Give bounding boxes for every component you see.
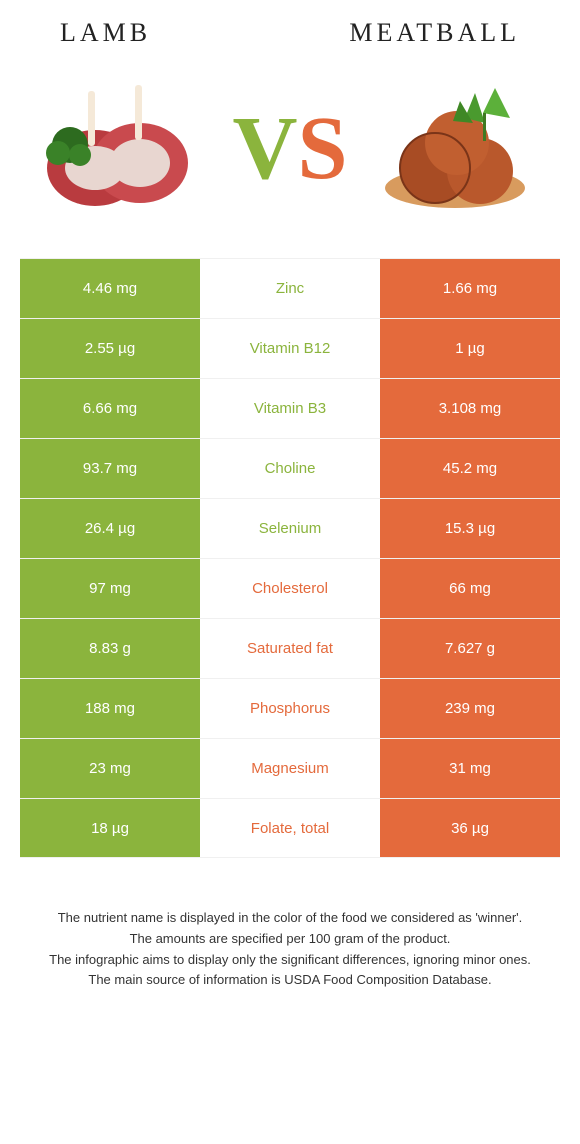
left-value: 97 mg (20, 559, 200, 618)
footer-notes: The nutrient name is displayed in the co… (0, 858, 580, 1021)
nutrient-label: Vitamin B3 (200, 379, 380, 438)
nutrient-label: Cholesterol (200, 559, 380, 618)
left-value: 4.46 mg (20, 259, 200, 318)
footer-line: The main source of information is USDA F… (30, 970, 550, 991)
right-value: 7.627 g (380, 619, 560, 678)
nutrient-label: Magnesium (200, 739, 380, 798)
footer-line: The nutrient name is displayed in the co… (30, 908, 550, 929)
right-value: 15.3 µg (380, 499, 560, 558)
table-row: 23 mgMagnesium31 mg (20, 738, 560, 798)
left-value: 8.83 g (20, 619, 200, 678)
left-value: 93.7 mg (20, 439, 200, 498)
meatball-image (365, 68, 540, 228)
table-row: 97 mgCholesterol66 mg (20, 558, 560, 618)
table-row: 26.4 µgSelenium15.3 µg (20, 498, 560, 558)
nutrient-label: Phosphorus (200, 679, 380, 738)
title-row: Lamb Meatball (0, 0, 580, 58)
nutrient-table: 4.46 mgZinc1.66 mg2.55 µgVitamin B121 µg… (20, 258, 560, 858)
footer-line: The amounts are specified per 100 gram o… (30, 929, 550, 950)
nutrient-label: Vitamin B12 (200, 319, 380, 378)
hero-row: VS (0, 58, 580, 258)
left-value: 2.55 µg (20, 319, 200, 378)
left-value: 188 mg (20, 679, 200, 738)
right-value: 36 µg (380, 799, 560, 857)
table-row: 8.83 gSaturated fat7.627 g (20, 618, 560, 678)
right-value: 31 mg (380, 739, 560, 798)
right-value: 1 µg (380, 319, 560, 378)
right-value: 3.108 mg (380, 379, 560, 438)
right-value: 66 mg (380, 559, 560, 618)
left-value: 18 µg (20, 799, 200, 857)
left-title: Lamb (60, 18, 151, 48)
nutrient-label: Folate, total (200, 799, 380, 857)
right-value: 239 mg (380, 679, 560, 738)
nutrient-label: Selenium (200, 499, 380, 558)
right-value: 45.2 mg (380, 439, 560, 498)
left-value: 6.66 mg (20, 379, 200, 438)
table-row: 4.46 mgZinc1.66 mg (20, 258, 560, 318)
table-row: 6.66 mgVitamin B33.108 mg (20, 378, 560, 438)
table-row: 93.7 mgCholine45.2 mg (20, 438, 560, 498)
table-row: 188 mgPhosphorus239 mg (20, 678, 560, 738)
right-value: 1.66 mg (380, 259, 560, 318)
left-value: 23 mg (20, 739, 200, 798)
vs-v: V (232, 99, 297, 198)
lamb-image (40, 68, 215, 228)
nutrient-label: Saturated fat (200, 619, 380, 678)
right-title: Meatball (349, 18, 520, 48)
left-value: 26.4 µg (20, 499, 200, 558)
nutrient-label: Zinc (200, 259, 380, 318)
table-row: 18 µgFolate, total36 µg (20, 798, 560, 858)
vs-label: VS (232, 97, 347, 200)
vs-s: S (297, 99, 347, 198)
nutrient-label: Choline (200, 439, 380, 498)
footer-line: The infographic aims to display only the… (30, 950, 550, 971)
table-row: 2.55 µgVitamin B121 µg (20, 318, 560, 378)
